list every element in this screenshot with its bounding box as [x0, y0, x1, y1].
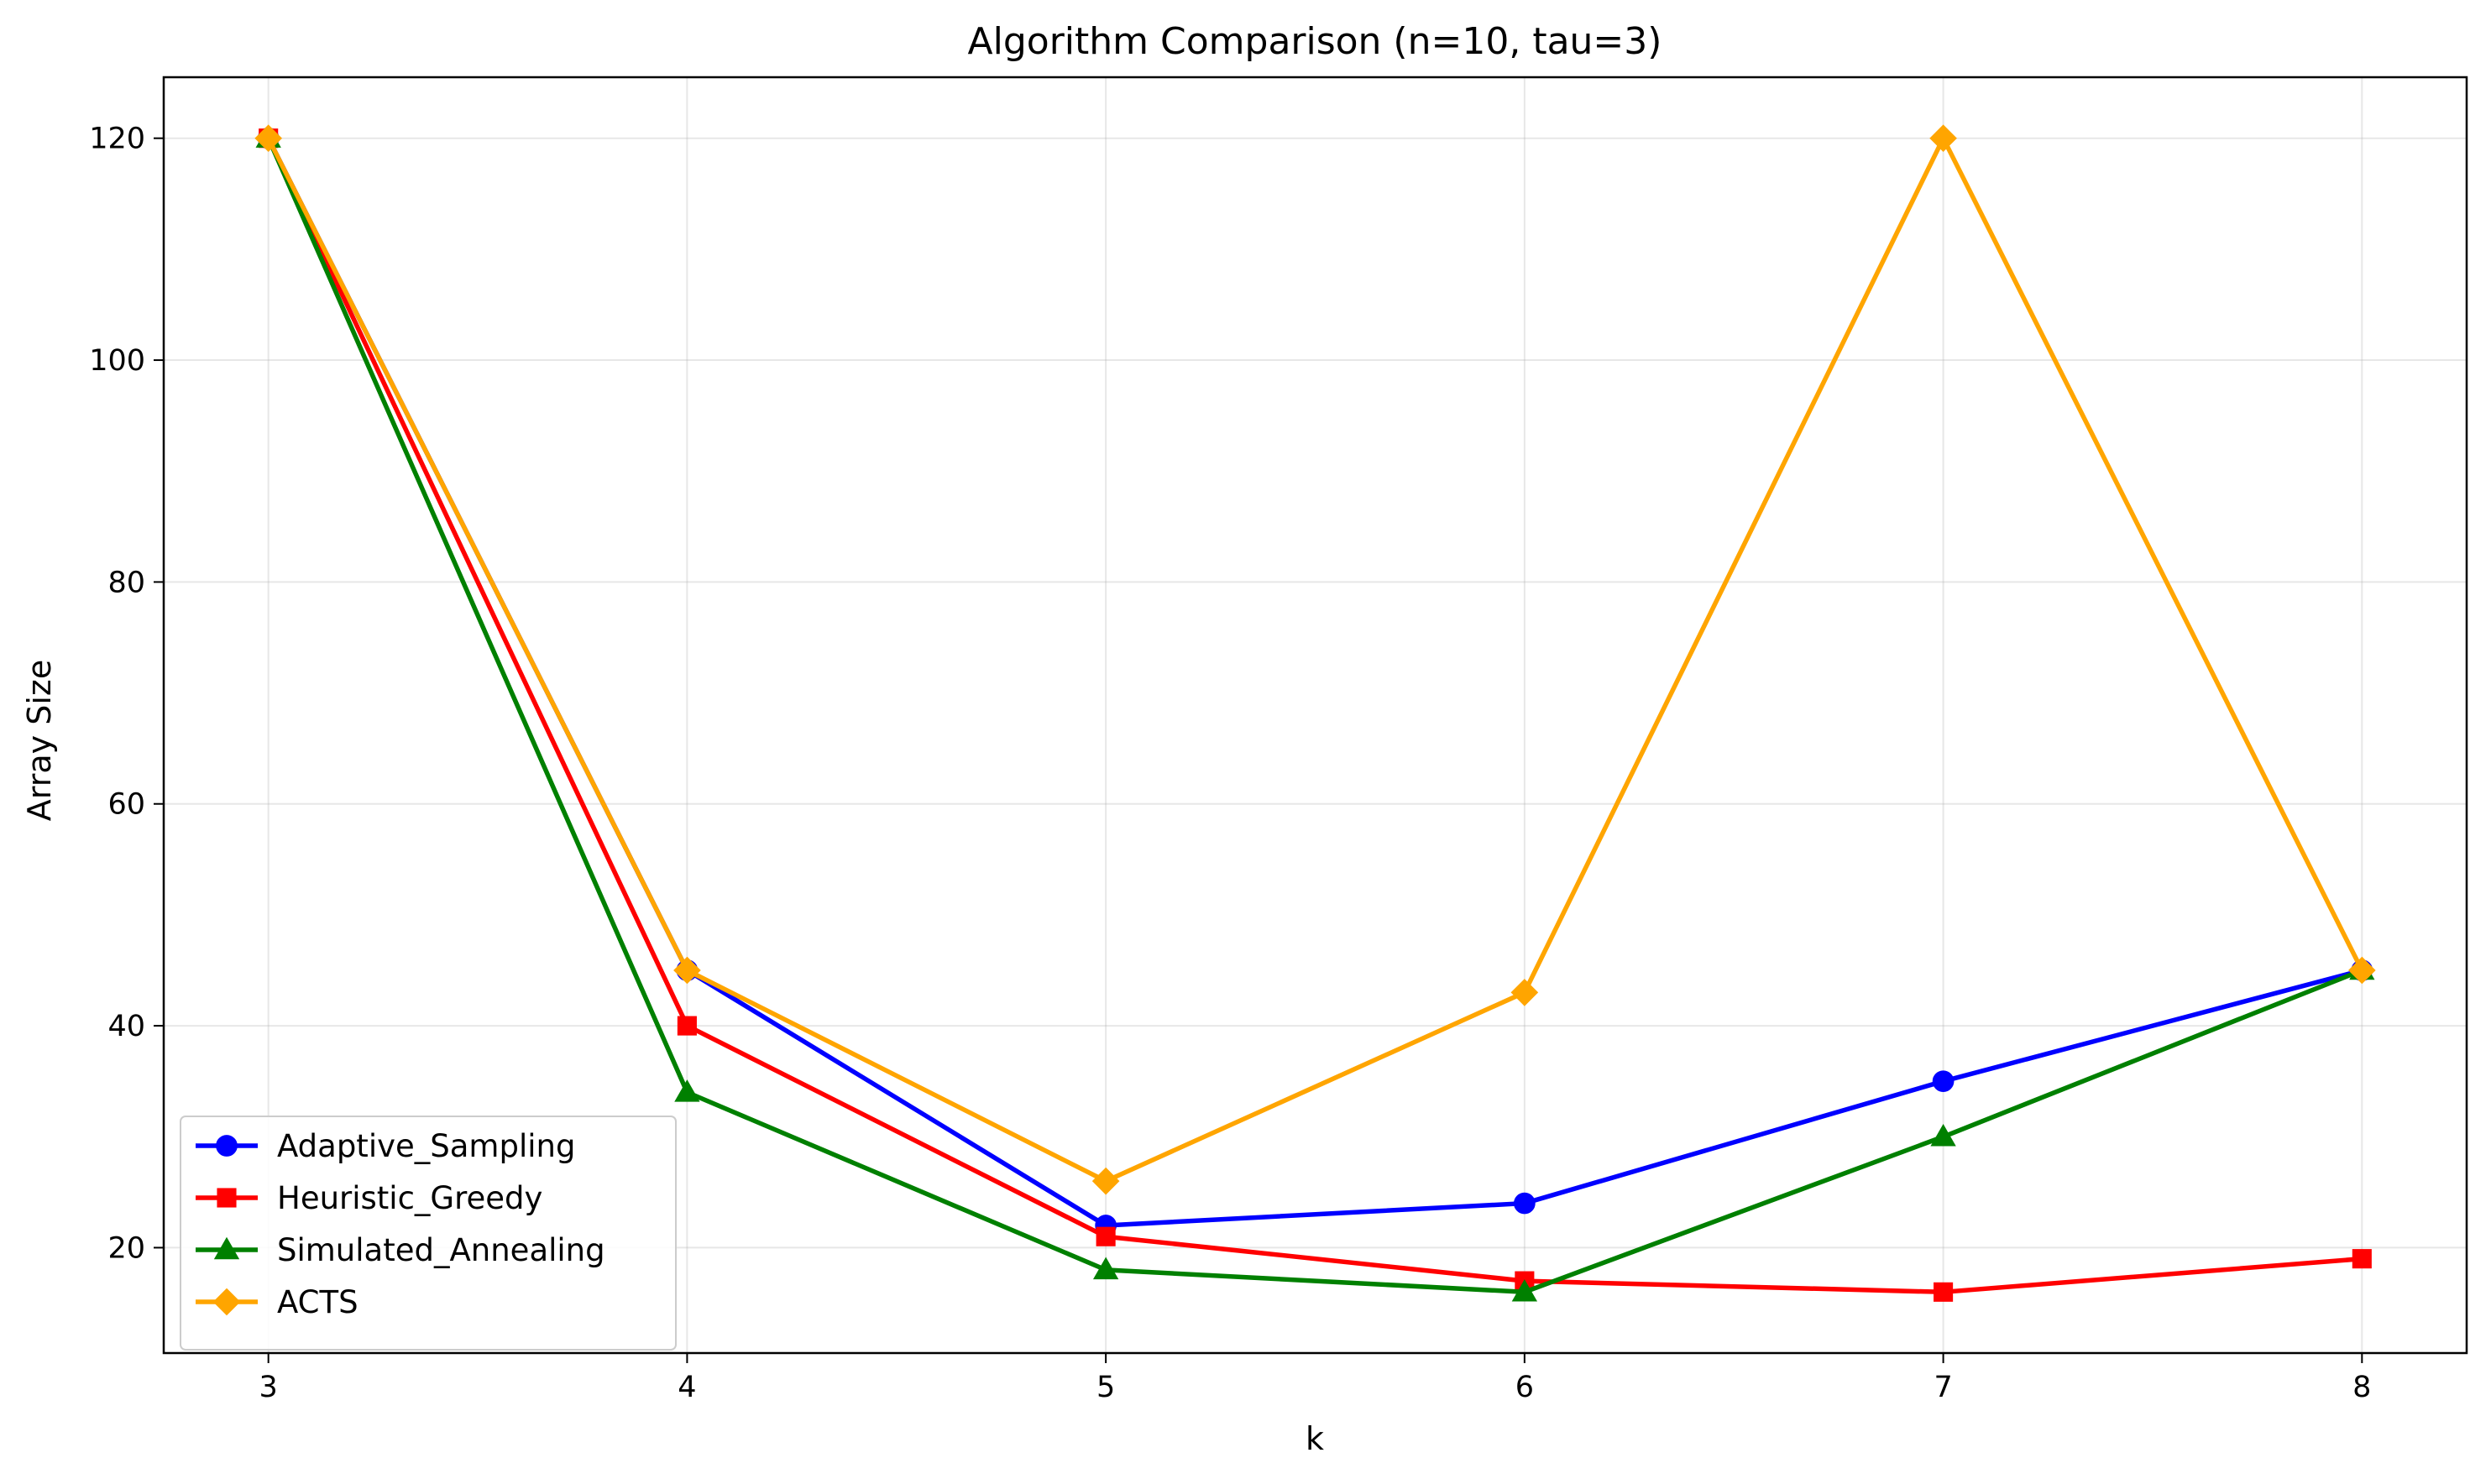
legend-marker-heuristic-greedy	[217, 1188, 237, 1208]
legend-label-adaptive-sampling: Adaptive_Sampling	[277, 1128, 575, 1164]
data-point-acts	[673, 956, 701, 985]
x-tick-label: 4	[678, 1371, 696, 1404]
data-point-acts	[2348, 956, 2376, 985]
data-point-heuristic-greedy	[1096, 1226, 1116, 1246]
y-tick-label: 40	[107, 1010, 145, 1043]
x-tick-label: 5	[1096, 1371, 1115, 1404]
series-line-acts	[266, 135, 2364, 1184]
legend-marker-adaptive-sampling	[216, 1135, 238, 1157]
y-tick-label: 20	[107, 1231, 145, 1265]
legend-label-simulated-annealing: Simulated_Annealing	[277, 1232, 605, 1268]
series-layer	[254, 124, 2376, 1302]
y-axis-label: Array Size	[21, 660, 58, 821]
y-tick-label: 80	[107, 566, 145, 599]
y-tick-label: 60	[107, 788, 145, 822]
y-tick-label: 120	[89, 123, 145, 156]
legend-label-acts: ACTS	[277, 1284, 358, 1320]
series-line-adaptive-sampling	[266, 137, 2363, 1228]
x-tick-label: 6	[1515, 1371, 1534, 1404]
data-point-adaptive-sampling	[1514, 1192, 1536, 1215]
x-tick-label: 3	[259, 1371, 278, 1404]
data-point-acts	[254, 124, 282, 153]
data-point-simulated-annealing	[1511, 1278, 1538, 1302]
data-point-heuristic-greedy	[677, 1016, 697, 1036]
series-line-heuristic-greedy	[266, 137, 2363, 1295]
legend-marker-acts	[212, 1288, 241, 1316]
data-point-heuristic-greedy	[1934, 1282, 1954, 1302]
data-point-acts	[1510, 979, 1539, 1006]
plot-area-frame	[162, 76, 2468, 1355]
x-tick-label: 8	[2352, 1371, 2371, 1404]
data-point-acts	[1091, 1167, 1120, 1195]
series-adaptive-sampling	[257, 127, 2373, 1236]
legend: Adaptive_Sampling Heuristic_Greedy Simulat…	[180, 1116, 677, 1351]
legend-label-heuristic-greedy: Heuristic_Greedy	[277, 1180, 542, 1216]
data-point-adaptive-sampling	[1932, 1070, 1955, 1093]
legend-marker-simulated-annealing	[213, 1236, 240, 1260]
series-line-simulated-annealing	[266, 137, 2363, 1295]
y-tick-label: 100	[89, 344, 145, 378]
legend-box	[180, 1116, 677, 1351]
data-point-heuristic-greedy	[2352, 1249, 2372, 1269]
x-tick-label: 7	[1934, 1371, 1952, 1404]
axis-ticks: 3 4 5 6 7 8 20 40 60 80 100 120	[89, 123, 2371, 1404]
data-point-simulated-annealing	[1092, 1257, 1119, 1280]
data-point-acts	[1929, 124, 1957, 153]
chart-title: Algorithm Comparison (n=10, tau=3)	[968, 20, 1662, 63]
x-axis-label: k	[1306, 1420, 1324, 1457]
series-acts	[254, 124, 2376, 1195]
data-point-simulated-annealing	[674, 1079, 700, 1102]
data-point-simulated-annealing	[1930, 1123, 1956, 1147]
